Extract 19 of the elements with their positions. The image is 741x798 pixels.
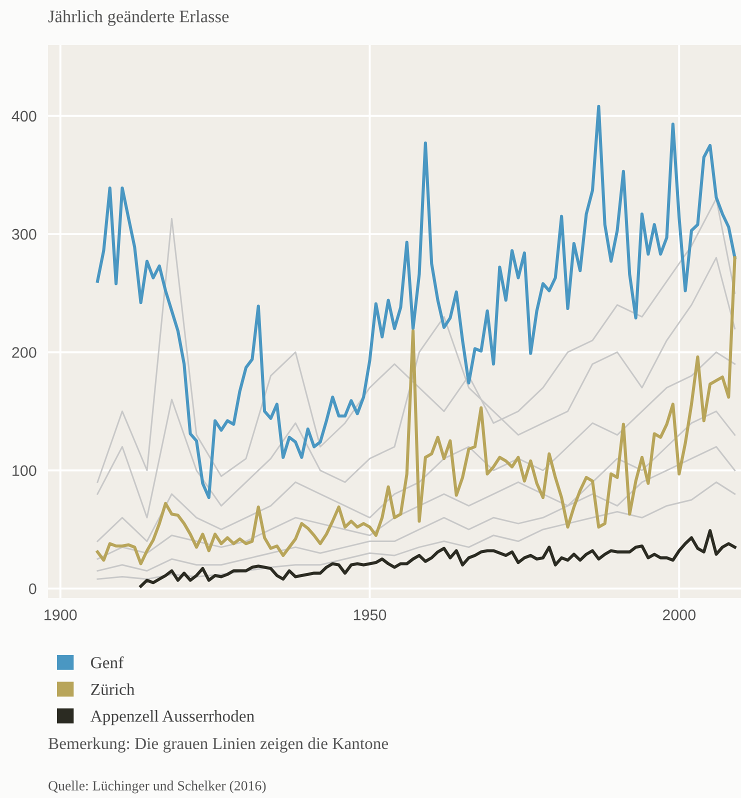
x-tick-label: 2000	[662, 610, 696, 620]
legend-label: Zürich	[91, 683, 135, 696]
legend-label: Appenzell Ausserrhoden	[90, 710, 254, 726]
line-series	[96, 104, 736, 500]
y-tick-label: 0	[28, 583, 36, 594]
chart-title: Jährlich geänderte Erlasse	[48, 10, 229, 26]
legend-label: Genf	[91, 656, 124, 668]
y-tick-label: 300	[12, 228, 36, 240]
y-tick-label: 100	[12, 465, 36, 476]
source-note: Quelle: Lüchinger und Schelker (2016)	[48, 780, 266, 794]
y-tick-label: 200	[12, 347, 36, 358]
text: Bemerkung: Die grauen Linien zeigen die Kantone	[48, 737, 388, 753]
line-series	[96, 351, 736, 542]
line-series	[96, 481, 736, 580]
x-tick-label: 1900	[44, 610, 77, 620]
y-tick-label: 400	[12, 110, 36, 122]
x-tick-label: 1950	[354, 610, 386, 620]
line-series	[139, 529, 736, 588]
line-series	[96, 256, 736, 566]
